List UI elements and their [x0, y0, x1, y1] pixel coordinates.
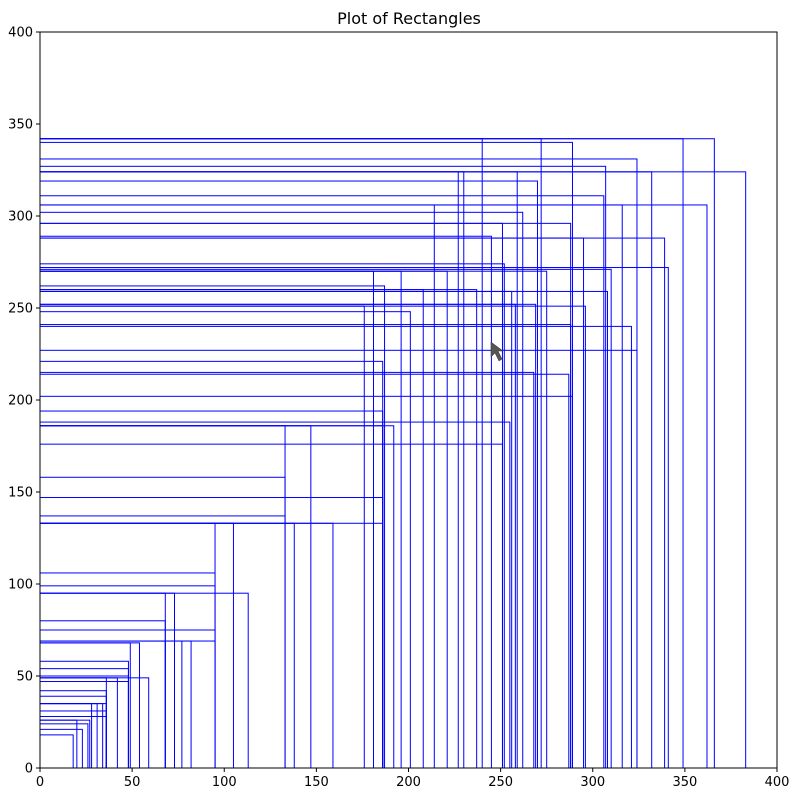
y-tick-label: 350	[8, 118, 33, 133]
x-tick-label: 100	[212, 775, 237, 790]
y-tick-label: 150	[8, 486, 33, 501]
y-tick-label: 250	[8, 302, 33, 317]
y-tick-label: 400	[8, 26, 33, 41]
cursor-arrow-icon	[490, 341, 504, 362]
mouse-cursor	[490, 341, 504, 362]
chart-title: Plot of Rectangles	[337, 9, 481, 28]
x-tick-label: 200	[396, 775, 421, 790]
x-tick-label: 250	[488, 775, 513, 790]
x-axis: 0 50 100 150 200 250 300 350 400	[36, 768, 790, 790]
x-tick-label: 0	[36, 775, 44, 790]
y-tick-label: 50	[16, 670, 33, 685]
y-tick-label: 200	[8, 394, 33, 409]
x-tick-label: 400	[765, 775, 790, 790]
y-axis: 0 50 100 150 200 250 300 350 400	[8, 26, 40, 777]
y-tick-label: 100	[8, 578, 33, 593]
axes-frame	[39, 31, 778, 769]
y-tick-label: 300	[8, 210, 33, 225]
x-tick-label: 300	[580, 775, 605, 790]
x-tick-label: 150	[304, 775, 329, 790]
x-tick-label: 50	[124, 775, 141, 790]
y-tick-label: 0	[25, 762, 33, 777]
x-tick-label: 350	[672, 775, 697, 790]
